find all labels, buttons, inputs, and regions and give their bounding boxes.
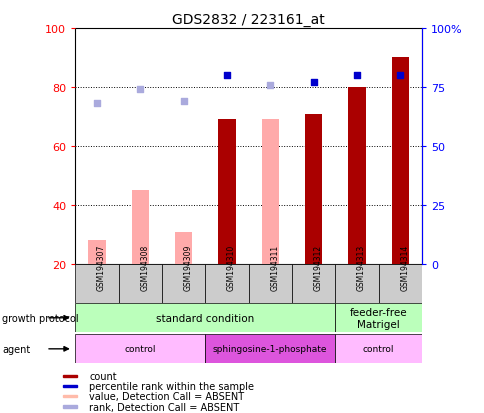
Text: feeder-free
Matrigel: feeder-free Matrigel <box>349 307 407 329</box>
Bar <box>304 114 321 264</box>
Bar <box>218 120 235 264</box>
Bar <box>334 264 378 304</box>
Text: percentile rank within the sample: percentile rank within the sample <box>89 381 254 391</box>
Bar <box>63 406 76 408</box>
Point <box>395 73 403 79</box>
Text: GSM194308: GSM194308 <box>140 244 149 290</box>
Bar <box>261 120 278 264</box>
Text: GSM194307: GSM194307 <box>97 244 106 291</box>
Text: rank, Detection Call = ABSENT: rank, Detection Call = ABSENT <box>89 401 239 412</box>
Bar <box>205 264 248 304</box>
Bar <box>131 191 149 264</box>
Point <box>93 101 101 107</box>
Text: GSM194311: GSM194311 <box>270 244 279 290</box>
Bar <box>75 264 118 304</box>
Bar <box>248 264 291 304</box>
Bar <box>63 385 76 387</box>
Text: sphingosine-1-phosphate: sphingosine-1-phosphate <box>212 344 327 354</box>
Bar <box>162 264 205 304</box>
Text: control: control <box>362 344 393 354</box>
Bar <box>118 264 162 304</box>
Bar <box>291 264 334 304</box>
Text: GSM194313: GSM194313 <box>356 244 365 290</box>
Text: growth protocol: growth protocol <box>2 313 79 323</box>
Text: value, Detection Call = ABSENT: value, Detection Call = ABSENT <box>89 391 243 401</box>
Bar <box>75 304 334 332</box>
Text: standard condition: standard condition <box>156 313 254 323</box>
Bar <box>75 335 205 363</box>
Text: count: count <box>89 371 117 381</box>
Point <box>309 80 317 86</box>
Bar <box>334 335 421 363</box>
Text: GSM194312: GSM194312 <box>313 244 322 290</box>
Bar <box>88 241 106 264</box>
Bar <box>205 335 334 363</box>
Bar <box>334 304 421 332</box>
Point <box>223 73 230 79</box>
Bar <box>63 375 76 377</box>
Title: GDS2832 / 223161_at: GDS2832 / 223161_at <box>172 12 324 26</box>
Bar <box>391 58 408 264</box>
Point <box>179 99 187 105</box>
Bar <box>63 395 76 397</box>
Text: control: control <box>124 344 156 354</box>
Text: GSM194310: GSM194310 <box>227 244 235 290</box>
Bar <box>378 264 421 304</box>
Point <box>136 87 144 93</box>
Point <box>352 73 360 79</box>
Text: GSM194314: GSM194314 <box>399 244 408 290</box>
Bar <box>175 232 192 264</box>
Text: agent: agent <box>2 344 30 354</box>
Point <box>266 82 273 89</box>
Bar <box>348 88 365 264</box>
Text: GSM194309: GSM194309 <box>183 244 192 291</box>
